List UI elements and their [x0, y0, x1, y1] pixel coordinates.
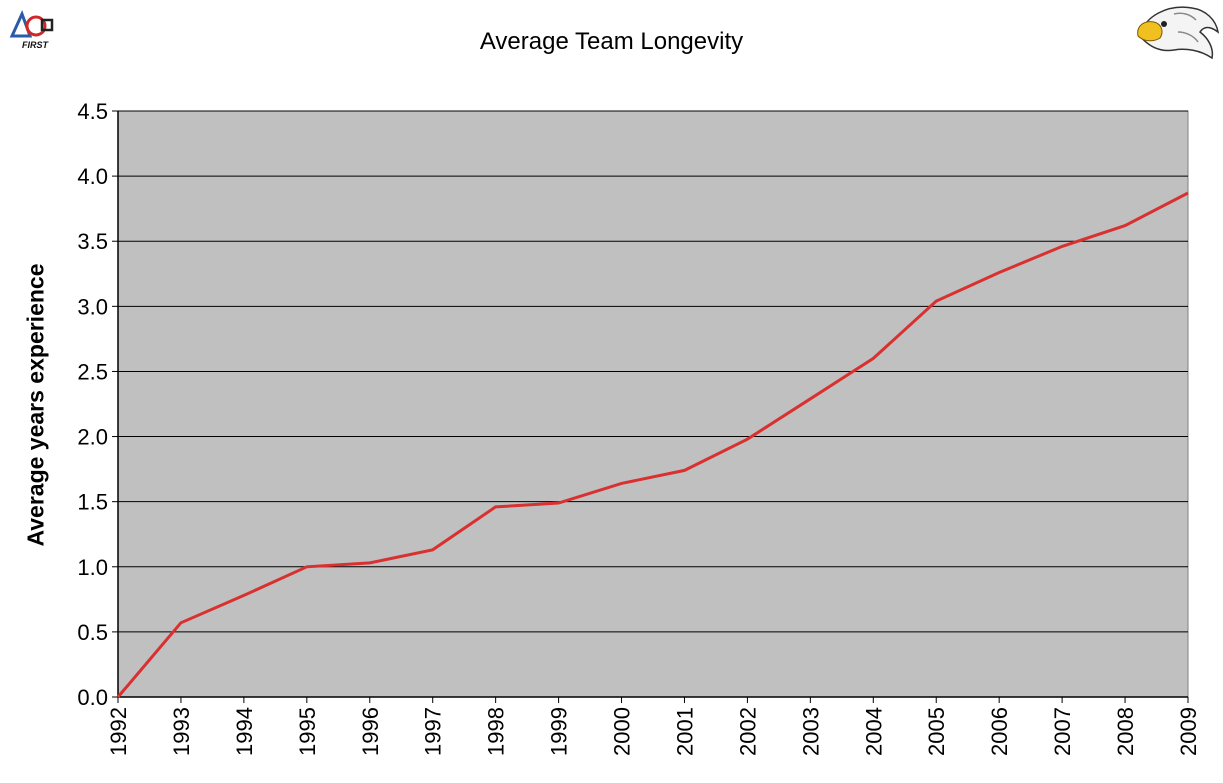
eagle-mascot-logo [1134, 2, 1220, 67]
x-tick-label: 1999 [547, 707, 572, 756]
y-tick-label: 4.0 [77, 164, 108, 189]
y-tick-label: 4.5 [77, 99, 108, 124]
chart-title: Average Team Longevity [479, 28, 744, 55]
x-tick-label: 1997 [421, 707, 446, 756]
x-tick-labels: 1992 1993 1994 1995 1996 1997 1998 1999 2000 2001… [106, 707, 1201, 756]
x-tick-label: 1998 [484, 707, 509, 756]
y-tick-label: 1.0 [77, 555, 108, 580]
x-tick-label: 2005 [924, 707, 949, 756]
y-tick-label: 2.0 [77, 425, 108, 450]
first-logo-icon [9, 10, 54, 38]
x-tick-label: 2007 [1050, 707, 1075, 756]
gridlines [118, 110, 1188, 633]
y-tick-label: 0.5 [77, 620, 108, 645]
first-logo: FIRST [8, 8, 56, 50]
x-tick-label: 1994 [232, 707, 257, 756]
x-tick-label: 1992 [106, 707, 131, 756]
y-tick-label: 3.5 [77, 229, 108, 254]
first-logo-word: FIRST [22, 40, 48, 50]
x-tick-label: 1995 [295, 707, 320, 756]
x-tick-label: 2006 [987, 707, 1012, 756]
y-tick-label: 1.5 [77, 490, 108, 515]
x-tick-label: 2000 [610, 707, 635, 756]
y-tick-label: 0.0 [77, 685, 108, 710]
axes [112, 110, 1189, 703]
plot-area [117, 110, 1189, 698]
x-tick-label: 2003 [798, 707, 823, 756]
y-tick-label: 2.5 [77, 359, 108, 384]
x-tick-label: 2002 [735, 707, 760, 756]
y-tick-labels: 0.0 0.5 1.0 1.5 2.0 2.5 3.0 3.5 4.0 4.5 [77, 99, 108, 710]
x-tick-label: 2009 [1176, 707, 1201, 756]
y-tick-label: 3.0 [77, 294, 108, 319]
eagle-icon [1137, 6, 1220, 60]
x-tick-label: 1996 [358, 707, 383, 756]
x-tick-label: 1993 [169, 707, 194, 756]
x-tick-label: 2001 [672, 707, 697, 756]
x-tick-label: 2008 [1113, 707, 1138, 756]
series-line [116, 191, 1189, 698]
x-tick-label: 2004 [861, 707, 886, 756]
